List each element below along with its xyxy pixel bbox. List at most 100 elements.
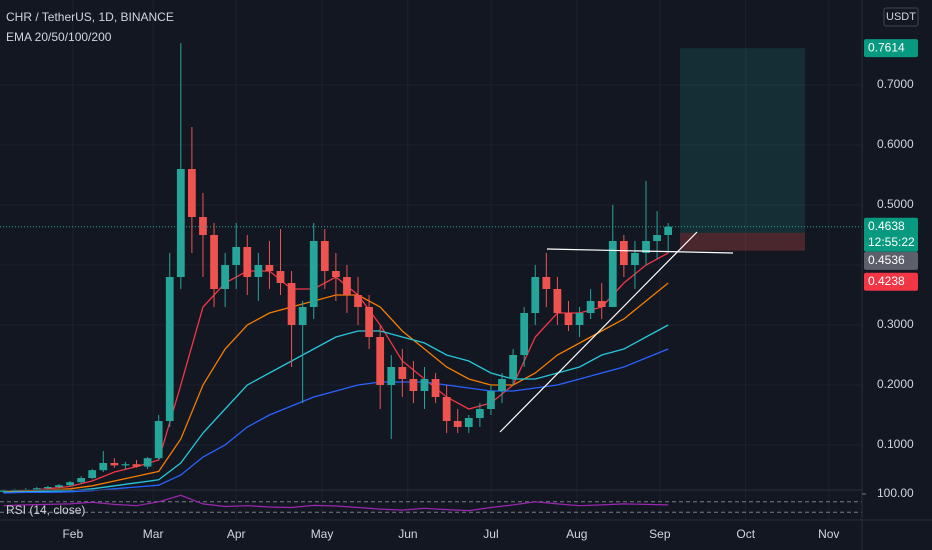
candle-body <box>66 482 74 486</box>
candle-body <box>619 241 628 266</box>
axes: 0.10000.20000.30000.40000.50000.60000.70… <box>62 39 918 541</box>
candle-body <box>143 458 152 467</box>
candle-body <box>221 265 229 290</box>
candle-body <box>176 169 185 278</box>
entry-badge <box>864 251 918 270</box>
candle-body <box>254 265 263 278</box>
candle-body <box>553 289 562 314</box>
y-tick-label: 0.6000 <box>877 137 914 151</box>
y-tick-label: 0.7000 <box>877 77 914 91</box>
x-tick-label: May <box>311 527 334 541</box>
x-tick-label: Mar <box>143 527 164 541</box>
x-tick-label: Aug <box>566 527 587 541</box>
ema-line <box>3 348 669 494</box>
target-label: 0.7614 <box>868 40 905 54</box>
candle-body <box>475 409 484 419</box>
chart-title: CHR / TetherUS, 1D, BINANCE <box>6 10 174 24</box>
y-tick-label: 0.5000 <box>877 197 914 211</box>
profit-zone <box>680 48 805 233</box>
rsi-label: RSI (14, close) <box>6 503 85 517</box>
candle-body <box>0 490 8 492</box>
candle-body <box>132 464 141 467</box>
currency-box[interactable] <box>883 7 919 27</box>
candle-body <box>332 271 340 278</box>
candle-body <box>409 379 418 392</box>
rsi-line <box>3 494 669 512</box>
candle-body <box>77 478 86 483</box>
y-tick-label: 0.3000 <box>877 317 914 331</box>
target-badge <box>864 39 918 58</box>
candle-body <box>642 241 650 254</box>
candle-body <box>498 379 506 392</box>
candle-body <box>542 277 551 290</box>
indicator-label: EMA 20/50/100/200 <box>6 30 112 44</box>
candle-body <box>664 226 673 236</box>
candle-body <box>653 235 661 242</box>
candle-body <box>487 391 495 410</box>
candle-body <box>44 487 52 489</box>
countdown-label: 12:55:22 <box>868 235 915 249</box>
last-price-label: 0.4638 <box>868 219 905 233</box>
candle-body <box>420 379 429 392</box>
candle-body <box>32 488 41 490</box>
candle-body <box>154 421 163 459</box>
candle-body <box>343 277 351 296</box>
candle-body <box>464 418 473 428</box>
candle-body <box>276 271 285 284</box>
candle-body <box>376 337 385 386</box>
candle-body <box>298 307 307 326</box>
x-tick-label: Jun <box>398 527 417 541</box>
candle-body <box>265 265 274 272</box>
candle-body <box>575 313 584 326</box>
y-tick-label: 0.1000 <box>877 437 914 451</box>
candle-body <box>99 463 108 471</box>
rising-trendline <box>499 231 698 433</box>
candle-body <box>121 464 130 466</box>
candle-body <box>398 367 407 380</box>
candle-body <box>88 470 97 479</box>
candle-body <box>210 235 218 290</box>
x-tick-label: Oct <box>736 527 755 541</box>
candle-body <box>520 313 529 356</box>
candle-body <box>287 283 296 326</box>
x-tick-label: Apr <box>227 527 246 541</box>
horizontal-trendline <box>546 248 734 254</box>
candle-body <box>442 397 451 422</box>
candle-body <box>453 421 462 428</box>
currency-label: USDT <box>886 11 916 23</box>
x-tick-label: Jul <box>483 527 498 541</box>
candle-body <box>165 277 174 422</box>
candle-body <box>199 217 207 236</box>
stop-label: 0.4238 <box>868 274 905 288</box>
rsi-tick-label: 100.00 <box>877 486 914 500</box>
candle-body <box>586 301 595 314</box>
candle-body <box>431 379 440 398</box>
x-tick-label: Sep <box>649 527 671 541</box>
position-tool <box>680 48 805 251</box>
candle-body <box>320 241 329 272</box>
candle-body <box>631 253 639 266</box>
y-tick-label: 0.2000 <box>877 377 914 391</box>
candle-body <box>55 485 63 488</box>
candle-body <box>365 307 373 338</box>
loss-zone <box>680 232 805 251</box>
candle-body <box>110 463 119 466</box>
candle-body <box>509 355 517 380</box>
x-tick-label: Nov <box>818 527 839 541</box>
x-tick-label: Feb <box>62 527 83 541</box>
candle-body <box>354 295 362 308</box>
entry-label: 0.4536 <box>868 253 905 267</box>
candle-body <box>531 277 540 314</box>
candle-body <box>309 241 318 308</box>
candle-body <box>232 247 241 266</box>
candle-body <box>564 313 573 326</box>
candle-body <box>608 241 617 308</box>
stop-badge <box>864 272 918 291</box>
candle-body <box>387 367 396 386</box>
candle-body <box>243 247 252 278</box>
candle-body <box>597 301 606 308</box>
last-price-badge <box>864 217 918 252</box>
candle-body <box>188 169 196 218</box>
